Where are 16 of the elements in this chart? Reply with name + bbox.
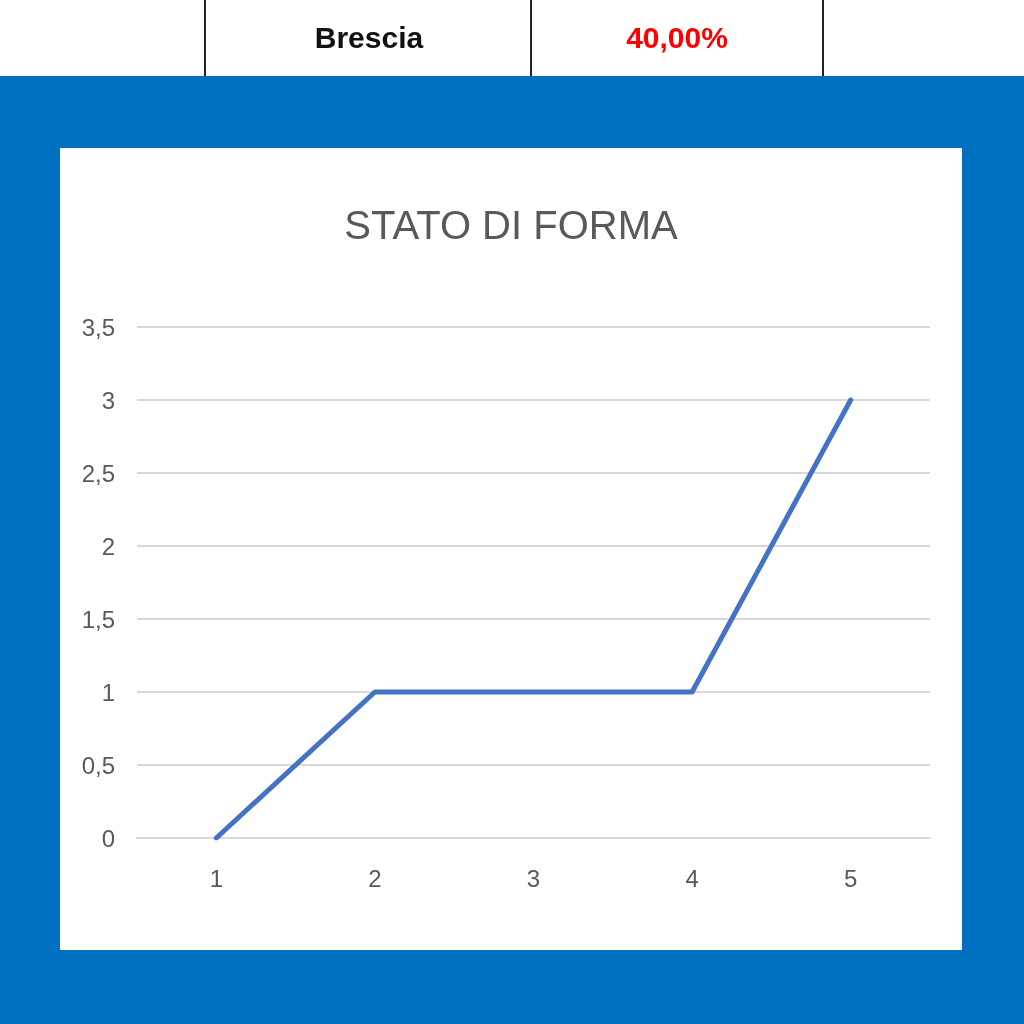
y-tick-label: 1 xyxy=(101,678,115,706)
y-tick-label: 2,5 xyxy=(81,459,115,487)
y-tick-label: 1,5 xyxy=(81,605,115,633)
x-tick-label: 1 xyxy=(209,864,223,892)
x-tick-label: 5 xyxy=(844,864,858,892)
y-tick-label: 3,5 xyxy=(81,313,115,341)
x-tick-label: 3 xyxy=(526,864,541,892)
y-tick-label: 2 xyxy=(101,532,115,560)
x-tick-label: 4 xyxy=(685,864,699,892)
y-tick-label: 0,5 xyxy=(81,751,115,779)
chart-title: STATO DI FORMA xyxy=(344,203,678,247)
y-tick-label: 0 xyxy=(101,824,115,852)
text: 40,00% xyxy=(530,0,824,78)
x-tick-label: 2 xyxy=(368,864,382,892)
text: Brescia xyxy=(204,0,532,78)
y-tick-label: 3 xyxy=(101,386,115,414)
